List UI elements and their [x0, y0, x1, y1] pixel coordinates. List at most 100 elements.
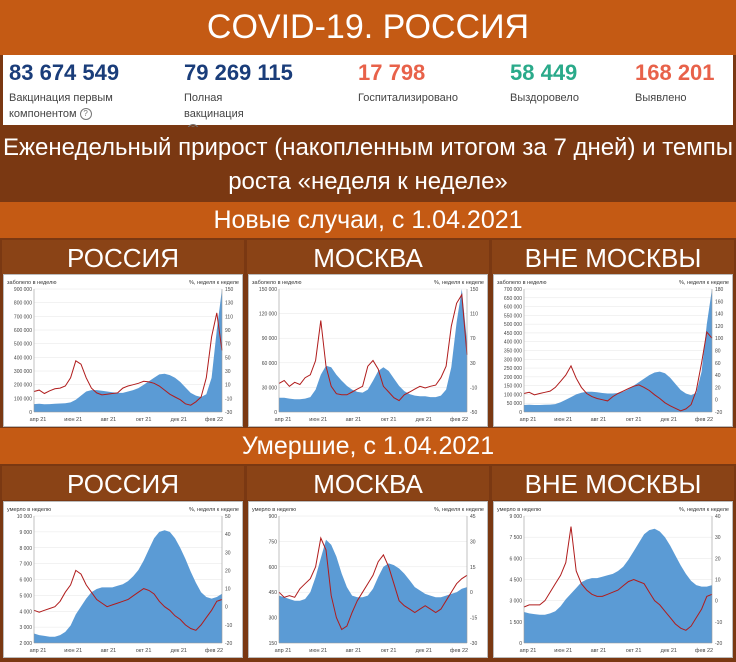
y2-tick-label: -10	[470, 385, 477, 391]
y2-tick-label: 0	[715, 398, 718, 404]
y2-tick-label: 140	[715, 312, 724, 318]
y2-tick-label: 20	[715, 385, 721, 391]
stat-value: 83 674 549	[9, 60, 120, 85]
y2-tick-label: 60	[715, 361, 721, 367]
x-tick-label: дек 21	[661, 648, 677, 654]
y2-tick-label: 45	[470, 514, 476, 520]
y-tick-label: 30 000	[262, 385, 278, 391]
x-tick-label: фев 22	[695, 648, 713, 654]
y-tick-label: 2 000	[19, 641, 32, 647]
y-tick-label: 3 000	[19, 625, 32, 631]
y2-tick-label: 40	[715, 514, 721, 520]
y2-tick-label: 150	[470, 287, 479, 293]
x-tick-label: июн 21	[309, 648, 327, 654]
y2-tick-label: 150	[225, 287, 234, 293]
stat-label: Полная вакцинация	[184, 92, 244, 120]
y-tick-label: 60 000	[262, 361, 278, 367]
y-tick-label: 8 000	[19, 546, 32, 552]
y-tick-label: 500 000	[504, 322, 522, 328]
y-tick-label: 700 000	[504, 287, 522, 293]
chart-svg: заболело в неделю %, неделя к неделе 0 30 0…	[252, 280, 484, 423]
y-tick-label: 0	[519, 641, 522, 647]
x-tick-label: окт 21	[136, 417, 152, 423]
y2-tick-label: 40	[715, 373, 721, 379]
y2-tick-label: 30	[715, 535, 721, 541]
y-tick-label: 150 000	[259, 287, 277, 293]
chart-svg: заболело в неделю %, неделя к неделе 0 50 0…	[497, 280, 729, 423]
stat-label: Выздоровело	[510, 92, 579, 104]
series-line	[278, 536, 468, 631]
x-tick-label: фев 22	[450, 648, 468, 654]
chart-deaths-russia: умерло в неделю %, неделя к неделе 2 000 3 …	[3, 501, 243, 658]
x-tick-label: окт 21	[626, 648, 642, 654]
y2-tick-label: -20	[225, 641, 232, 647]
series-line	[278, 293, 468, 402]
stat-label: Выявлено	[635, 92, 687, 104]
series-area	[279, 289, 467, 412]
page-title: COVID-19. РОССИЯ	[0, 0, 736, 55]
y2-tick-label: 10	[225, 383, 231, 389]
x-tick-label: апр 21	[30, 648, 47, 654]
y-tick-label: 9 000	[19, 530, 32, 536]
y-tick-label: 120 000	[259, 312, 277, 318]
y-tick-label: 5 000	[19, 593, 32, 599]
stat-detected: 168 201 Выявлено	[635, 59, 736, 106]
y2-tick-label: 160	[715, 299, 724, 305]
y2-tick-label: 10	[715, 578, 721, 584]
left-axis-label: заболело в неделю	[7, 280, 56, 286]
y-tick-label: 100 000	[504, 392, 522, 398]
y-tick-label: 450	[269, 590, 278, 596]
x-tick-label: дек 21	[416, 648, 432, 654]
series-area	[34, 530, 222, 643]
y-tick-label: 200 000	[504, 375, 522, 381]
x-tick-label: окт 21	[136, 648, 152, 654]
y2-tick-label: 30	[225, 369, 231, 375]
y-tick-label: 750	[269, 539, 278, 545]
y2-tick-label: 70	[225, 342, 231, 348]
series-line	[33, 569, 223, 631]
stat-value: 79 269 115	[184, 60, 293, 85]
y-tick-label: 7 000	[19, 562, 32, 568]
left-axis-label: умерло в неделю	[252, 507, 296, 513]
x-tick-label: авг 21	[591, 417, 607, 423]
y2-tick-label: 30	[225, 550, 231, 556]
y-tick-label: 600	[269, 565, 278, 571]
y-tick-label: 90 000	[262, 336, 278, 342]
chart-svg: умерло в неделю %, неделя к неделе 0 1 500 3…	[497, 507, 729, 654]
y-tick-label: 150	[269, 641, 278, 647]
y-tick-label: 900 000	[14, 287, 32, 293]
y2-tick-label: -20	[715, 641, 722, 647]
y-tick-label: 400 000	[14, 355, 32, 361]
series-area	[279, 539, 467, 643]
y2-tick-label: 30	[470, 539, 476, 545]
x-tick-label: авг 21	[346, 417, 362, 423]
weekly-heading: Еженедельный прирост (накопленным итогом…	[0, 127, 736, 202]
y-tick-label: 500 000	[14, 342, 32, 348]
right-axis-label: %, неделя к неделе	[434, 507, 484, 513]
stat-value: 17 798	[358, 60, 426, 85]
chart-svg: умерло в неделю %, неделя к неделе 150 30 0 4…	[252, 507, 484, 654]
y-tick-label: 0	[519, 410, 522, 416]
series-area	[524, 289, 712, 412]
y2-tick-label: -50	[470, 410, 477, 416]
right-axis-label: %, неделя к неделе	[679, 280, 729, 286]
y2-tick-label: 110	[470, 312, 478, 318]
y-tick-label: 250 000	[504, 366, 522, 372]
right-axis-label: %, неделя к неделе	[189, 280, 239, 286]
y2-tick-label: 0	[715, 599, 718, 605]
x-tick-label: авг 21	[101, 648, 117, 654]
right-axis-label: %, неделя к неделе	[434, 280, 484, 286]
help-icon[interactable]: ?	[79, 108, 92, 121]
y-tick-label: 300 000	[14, 369, 32, 375]
y2-tick-label: 120	[715, 324, 724, 330]
chart-deaths-moscow: умерло в неделю %, неделя к неделе 150 30 0 4…	[248, 501, 488, 658]
y-tick-label: 9 000	[509, 514, 522, 520]
chart-deaths-outside-moscow: умерло в неделю %, неделя к неделе 0 1 500 3…	[493, 501, 733, 658]
stat-value: 168 201	[635, 60, 715, 85]
y-tick-label: 6 000	[509, 556, 522, 562]
chart-svg: умерло в неделю %, неделя к неделе 2 000 3 …	[7, 507, 239, 654]
x-tick-label: авг 21	[101, 417, 117, 423]
y2-tick-label: 90	[225, 328, 231, 334]
left-axis-label: заболело в неделю	[497, 280, 546, 286]
y2-tick-label: 0	[470, 590, 473, 596]
